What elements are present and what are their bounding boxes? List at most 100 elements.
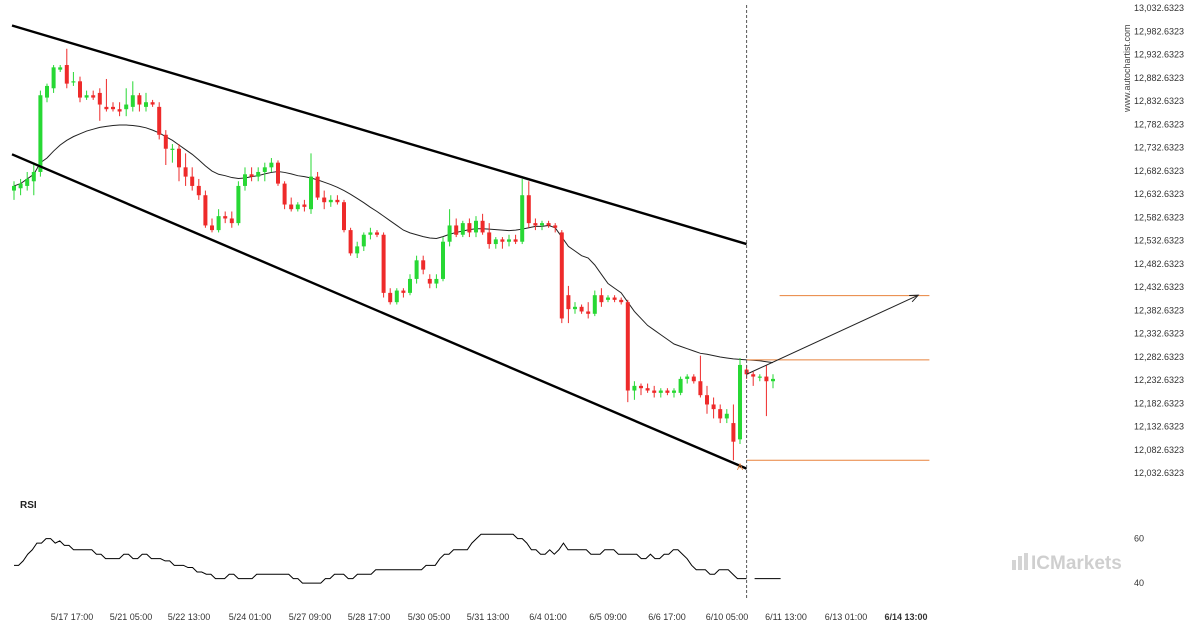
brand-watermark: ICMarkets xyxy=(1012,553,1122,574)
candle-body xyxy=(137,95,142,105)
candle xyxy=(210,218,214,233)
trend-line-lower xyxy=(11,153,748,470)
candle-body xyxy=(302,204,307,207)
candle-body xyxy=(540,223,544,226)
candle xyxy=(177,144,181,182)
time-tick-label: 6/14 13:00 xyxy=(884,612,927,622)
candle xyxy=(276,160,280,186)
candle-body xyxy=(388,292,393,303)
candle xyxy=(757,374,762,382)
rsi-title: RSI xyxy=(20,500,37,511)
price-tick-label: 12,332.6323 xyxy=(1134,329,1184,339)
time-axis: 5/17 17:00 5/21 05:00 5/22 13:00 5/24 01:00… xyxy=(51,612,928,622)
candle xyxy=(137,92,142,112)
candle xyxy=(678,376,683,396)
candle-body xyxy=(711,404,716,410)
brand-watermark-text: ICMarkets xyxy=(1031,553,1122,574)
price-tick-label: 12,232.6323 xyxy=(1134,375,1184,385)
candle-body xyxy=(328,199,333,203)
time-tick-label: 6/13 01:00 xyxy=(825,612,868,622)
candle xyxy=(295,202,300,212)
candle xyxy=(520,178,525,245)
candle-body xyxy=(78,81,82,98)
candle xyxy=(64,48,69,89)
price-tick-label: 12,432.6323 xyxy=(1134,282,1184,292)
candle xyxy=(236,181,241,226)
candle-body xyxy=(632,385,637,391)
candle xyxy=(685,374,690,384)
candle xyxy=(460,220,465,238)
candle-body xyxy=(309,176,313,210)
candle xyxy=(401,288,406,298)
price-tick-label: 12,882.6323 xyxy=(1134,73,1184,83)
candle-body xyxy=(144,102,148,107)
candle-body xyxy=(269,162,274,168)
candle xyxy=(289,197,294,212)
candle-body xyxy=(414,260,419,279)
time-tick-label: 5/17 17:00 xyxy=(51,612,94,622)
candle-body xyxy=(203,195,208,226)
candle-body xyxy=(348,230,353,254)
candle-body xyxy=(441,241,445,279)
candle-body xyxy=(480,220,485,233)
price-pane: A xyxy=(11,24,930,472)
candle-body xyxy=(335,199,340,203)
time-tick-label: 5/21 05:00 xyxy=(110,612,153,622)
candle xyxy=(223,211,228,224)
candle-body xyxy=(315,176,320,198)
candle-body xyxy=(639,385,643,389)
point-a-label: A xyxy=(737,462,743,472)
candle-body xyxy=(276,162,280,184)
candle xyxy=(421,255,426,275)
time-tick-label: 6/10 05:00 xyxy=(706,612,749,622)
price-tick-label: 12,782.6323 xyxy=(1134,119,1184,129)
candle-body xyxy=(25,178,30,186)
candle xyxy=(454,218,459,238)
candle xyxy=(71,71,76,86)
site-watermark: www.autochartist.com xyxy=(1122,24,1132,113)
candle xyxy=(302,199,307,212)
candle-body xyxy=(427,278,432,284)
time-tick-label: 6/6 17:00 xyxy=(648,612,686,622)
candle xyxy=(599,288,604,307)
price-tick-label: 12,582.6323 xyxy=(1134,212,1184,222)
candle xyxy=(97,88,102,121)
price-tick-label: 12,682.6323 xyxy=(1134,166,1184,176)
candle xyxy=(408,274,412,296)
candle-body xyxy=(573,306,577,310)
candle xyxy=(31,162,36,196)
candle xyxy=(579,304,584,314)
candle-body xyxy=(421,260,426,270)
candle xyxy=(111,102,115,112)
price-tick-label: 13,032.6323 xyxy=(1134,3,1184,13)
candle-body xyxy=(619,299,624,303)
candle xyxy=(672,388,676,398)
candle-body xyxy=(111,106,115,110)
candle-body xyxy=(724,413,729,419)
candle xyxy=(104,78,109,112)
candle-body xyxy=(183,167,188,177)
candle xyxy=(513,234,518,245)
candle-body xyxy=(124,104,129,110)
candle-body xyxy=(652,390,657,393)
candle-body xyxy=(295,204,300,210)
candle xyxy=(705,385,709,414)
candle xyxy=(18,178,23,196)
candle xyxy=(262,162,267,182)
candle xyxy=(724,409,729,424)
candle xyxy=(606,295,610,303)
candle xyxy=(441,237,445,282)
price-tick-label: 12,732.6323 xyxy=(1134,143,1184,153)
projection-arrow xyxy=(746,294,919,375)
candle xyxy=(45,83,49,103)
candle xyxy=(526,181,531,228)
candle-body xyxy=(177,148,181,168)
candle-body xyxy=(474,220,478,233)
candle-body xyxy=(150,102,155,105)
candle xyxy=(500,237,505,249)
candle xyxy=(51,65,56,93)
candle xyxy=(78,76,82,103)
price-tick-label: 12,832.6323 xyxy=(1134,96,1184,106)
candle xyxy=(619,297,624,305)
candle-body xyxy=(91,95,96,98)
